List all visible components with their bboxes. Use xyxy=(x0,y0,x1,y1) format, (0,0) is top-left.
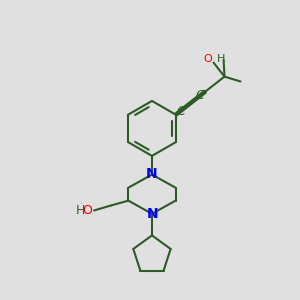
Text: C: C xyxy=(176,104,185,118)
Text: O: O xyxy=(82,204,92,217)
Text: C: C xyxy=(196,89,205,102)
Text: H: H xyxy=(217,54,225,64)
Text: H: H xyxy=(76,204,85,217)
Text: N: N xyxy=(147,207,159,221)
Text: O: O xyxy=(203,54,212,64)
Text: N: N xyxy=(146,167,158,181)
